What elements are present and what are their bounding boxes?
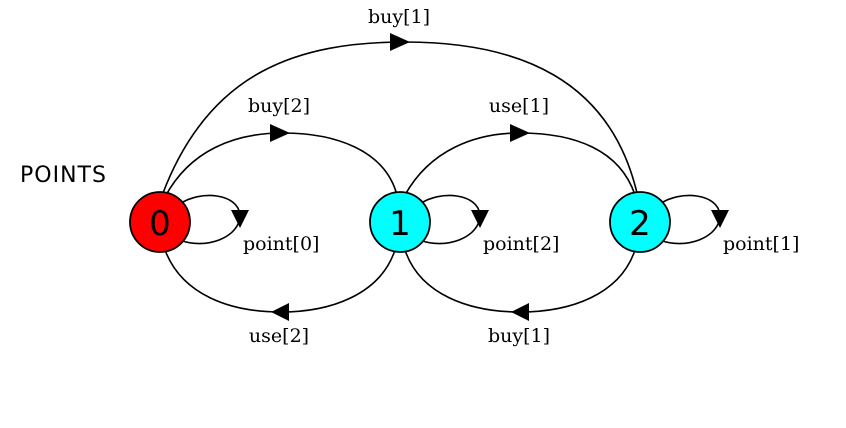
edge-label: point[2] [483,233,559,255]
arrowhead [231,210,249,228]
arrowhead [270,124,290,142]
diagram-title: POINTS [20,163,107,188]
edge-label: use[2] [249,325,309,347]
arrowhead [390,33,410,51]
state-circle [129,191,191,253]
edge-label: buy[2] [248,95,310,117]
state-0: 0 [129,191,191,253]
state-1: 1 [369,191,431,253]
state-circle [369,191,431,253]
transition-1-to-2-use: use[1] [404,95,636,196]
edge-label: buy[1] [488,325,550,347]
state-label: 2 [629,204,651,244]
transition-1-self-point: point[2] [419,194,559,255]
arrowhead [510,124,530,142]
edge-label: use[1] [489,95,549,117]
edge-label: point[1] [723,233,799,255]
transition-0-self-point: point[0] [179,194,319,255]
state-2: 2 [609,191,671,253]
transition-2-to-1-buy: buy[1] [404,249,636,347]
arrowhead [511,303,529,321]
arrowhead [271,303,289,321]
edge-label: buy[1] [368,6,430,28]
arrowhead [711,210,729,228]
state-circle [609,191,671,253]
transition-2-self-point: point[1] [659,194,799,255]
arrowhead [471,210,489,228]
transition-0-to-2-buy: buy[1] [162,6,638,194]
transition-1-to-0-use: use[2] [164,249,396,347]
edge-label: point[0] [243,233,319,255]
transition-0-to-1-buy: buy[2] [164,95,398,198]
state-label: 1 [389,204,411,244]
state-label: 0 [149,204,171,244]
